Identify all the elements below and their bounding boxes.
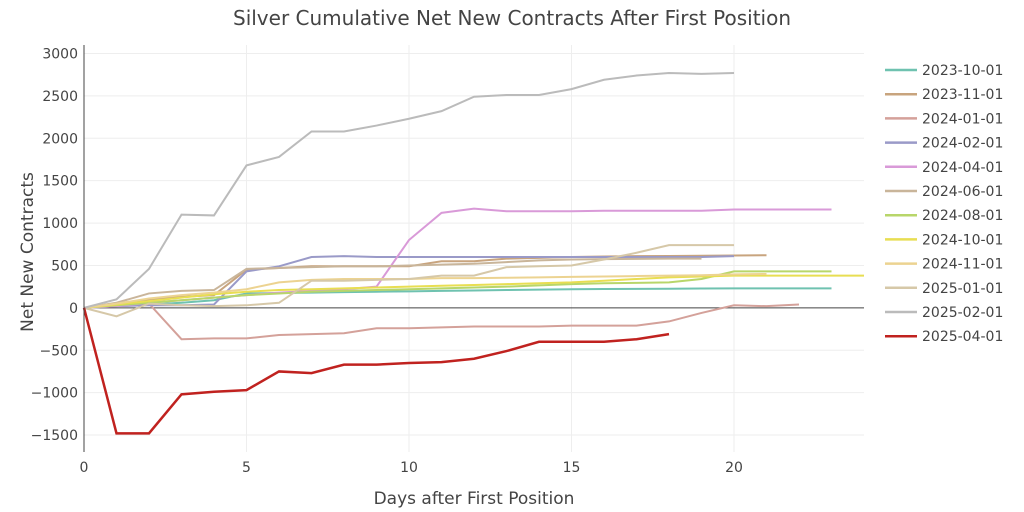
legend-label: 2024-11-01	[922, 257, 1003, 273]
y-tick-label: 2000	[42, 131, 78, 147]
legend-label: 2023-11-01	[922, 87, 1003, 103]
y-axis-label: Net New Contracts	[18, 172, 38, 332]
y-tick-label: 0	[69, 301, 78, 317]
legend-label: 2024-02-01	[922, 136, 1003, 152]
series-line-2023-10-01	[83, 287, 832, 309]
legend-label: 2025-02-01	[922, 305, 1003, 321]
legend-label: 2025-01-01	[922, 281, 1003, 297]
x-tick-label: 10	[400, 460, 418, 476]
y-tick-label: 500	[51, 258, 78, 274]
chart-title: Silver Cumulative Net New Contracts Afte…	[233, 6, 791, 30]
series-line-2024-01-01	[83, 302, 800, 341]
y-tick-label: 1000	[42, 216, 78, 232]
legend-label: 2024-04-01	[922, 160, 1003, 176]
x-tick-label: 20	[725, 460, 743, 476]
x-tick-label: 15	[563, 460, 581, 476]
legend-label: 2024-10-01	[922, 232, 1003, 248]
series-line-2024-06-01	[83, 257, 702, 309]
legend-label: 2024-01-01	[922, 111, 1003, 127]
y-tick-label: −1500	[31, 428, 78, 444]
x-tick-label: 0	[80, 460, 89, 476]
y-tick-label: 1500	[42, 174, 78, 190]
legend-label: 2024-06-01	[922, 184, 1003, 200]
y-tick-label: −500	[40, 343, 78, 359]
legend-label: 2025-04-01	[922, 329, 1003, 345]
series-line-2024-11-01	[83, 272, 767, 309]
series-lines	[82, 71, 864, 435]
legend: 2023-10-01 2023-11-01 2024-01-01 2024-02-01…	[885, 63, 1003, 345]
x-axis-label: Days after First Position	[374, 489, 575, 509]
legend-label: 2024-08-01	[922, 208, 1003, 224]
y-tick-label: 2500	[42, 89, 78, 105]
y-tick-label: −1000	[31, 386, 78, 402]
gridlines	[83, 45, 864, 452]
series-line-2024-08-01	[83, 270, 832, 309]
series-line-2025-04-01	[82, 307, 670, 435]
series-line-2025-01-01	[83, 244, 734, 318]
y-tick-label: 3000	[42, 46, 78, 62]
x-tick-label: 5	[242, 460, 251, 476]
series-line-2024-10-01	[83, 274, 864, 309]
series-line-2025-02-01	[83, 71, 735, 309]
axes: 0 5 10 15 20 −1500 −1000 −500 0 500 1000 1500 2000 25…	[31, 45, 743, 476]
legend-label: 2023-10-01	[922, 63, 1003, 79]
